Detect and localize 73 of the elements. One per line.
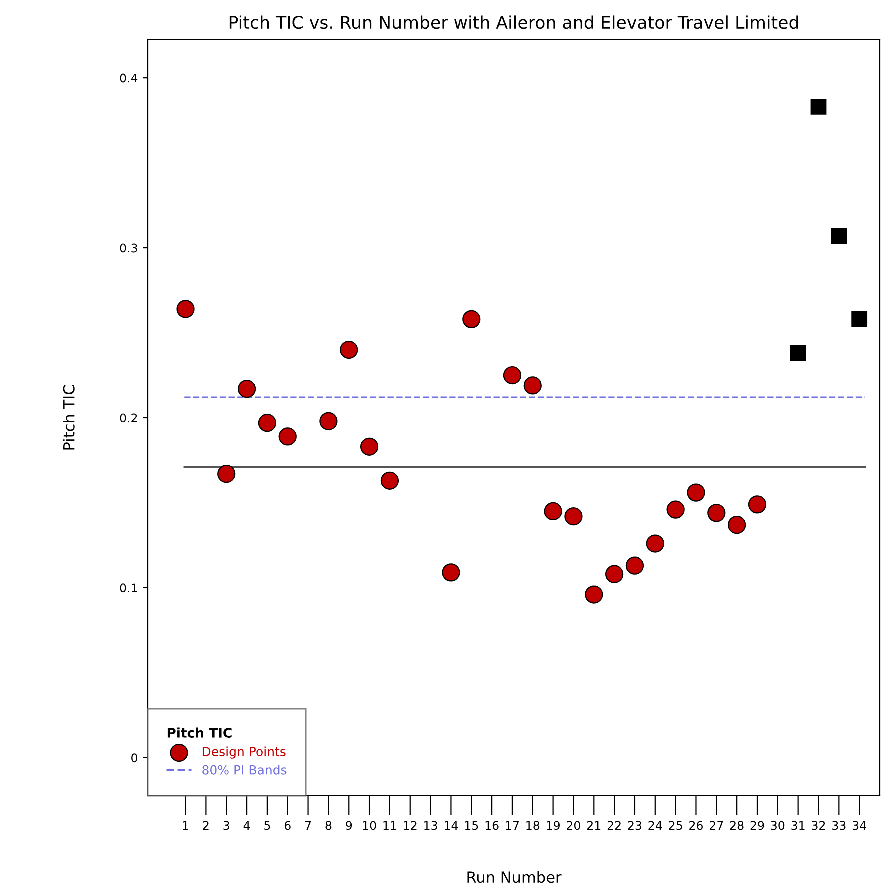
legend-label: 80% PI Bands	[202, 765, 287, 775]
point	[585, 586, 604, 604]
x-tick-label: 27	[710, 821, 724, 830]
x-tick-label: 12	[404, 821, 417, 830]
x-tick-label: 22	[608, 821, 621, 830]
point	[646, 534, 664, 553]
point	[238, 380, 256, 398]
x-tick-label: 9	[346, 821, 352, 830]
point	[748, 496, 767, 514]
y-tick-label: 0.1	[120, 584, 138, 593]
point	[442, 564, 460, 582]
y-tick-label: 0.3	[120, 244, 138, 253]
point	[850, 310, 869, 328]
point	[462, 310, 481, 328]
point	[380, 472, 400, 490]
x-tick-label: 24	[648, 821, 662, 830]
point	[728, 516, 746, 534]
x-tick-label: 31	[792, 821, 805, 830]
x-tick-label: 23	[628, 821, 642, 830]
x-tick-label: 10	[363, 821, 376, 830]
x-tick-label: 20	[567, 821, 580, 830]
point	[176, 300, 195, 318]
x-tick-label: 19	[547, 821, 560, 830]
x-tick-label: 11	[384, 821, 396, 830]
x-tick-label: 8	[326, 821, 332, 830]
x-tick-label: 26	[690, 821, 703, 830]
x-tick-label: 5	[264, 821, 270, 830]
legend-title: Pitch TIC	[168, 728, 232, 738]
x-tick-label: 28	[730, 821, 744, 830]
x-tick-label: 13	[424, 821, 438, 830]
point	[218, 465, 236, 484]
x-tick-label: 1	[183, 821, 188, 830]
point	[666, 500, 685, 519]
x-tick-label: 16	[486, 821, 499, 830]
x-tick-label: 14	[445, 821, 458, 830]
point	[830, 227, 848, 246]
point	[278, 428, 297, 446]
y-axis-title: Pitch TIC	[63, 386, 75, 450]
x-tick-label: 3	[224, 821, 230, 830]
point	[626, 556, 644, 575]
x-tick-label: 25	[669, 821, 682, 830]
y-tick-label: 0	[132, 754, 138, 763]
point	[360, 438, 379, 456]
x-tick-label: 34	[852, 821, 866, 830]
chart-title: Pitch TIC vs. Run Number with Aileron and Elevator Travel Limited	[230, 16, 798, 30]
x-axis-title: Run Number	[468, 871, 562, 884]
x-tick-label: 7	[305, 821, 312, 830]
point	[564, 508, 583, 526]
point	[606, 565, 624, 584]
y-tick-label: 0.4	[120, 74, 138, 83]
x-tick-label: 15	[465, 821, 478, 830]
point	[524, 376, 542, 395]
legend-label: Design Points	[202, 746, 286, 759]
point	[810, 98, 828, 116]
point	[258, 414, 277, 432]
x-tick-label: 29	[750, 821, 764, 830]
point	[340, 340, 358, 360]
point	[789, 344, 808, 362]
y-tick-label: 0.2	[120, 414, 138, 423]
x-tick-label: 2	[203, 821, 209, 830]
x-tick-label: 6	[284, 821, 291, 830]
x-tick-label: 32	[812, 821, 826, 830]
x-tick-label: 4	[244, 821, 250, 830]
point	[687, 484, 706, 502]
x-tick-label: 30	[771, 821, 785, 830]
point	[708, 504, 726, 522]
x-tick-label: 33	[832, 821, 846, 830]
x-tick-label: 18	[526, 821, 540, 830]
point	[503, 366, 522, 385]
point	[544, 502, 562, 521]
point	[320, 412, 338, 430]
x-tick-label: 17	[506, 821, 519, 830]
x-tick-label: 21	[587, 821, 601, 830]
